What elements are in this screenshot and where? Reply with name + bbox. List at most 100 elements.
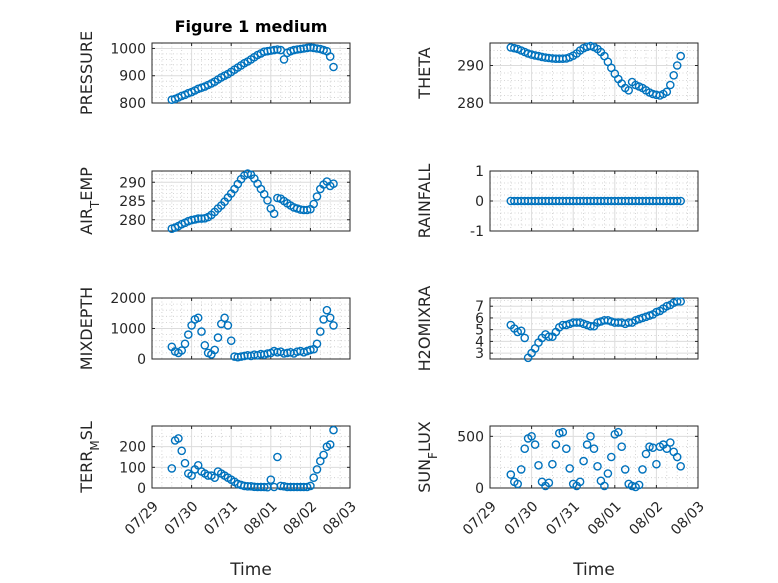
data-point bbox=[329, 62, 338, 72]
y-tick-label: 1000 bbox=[110, 322, 146, 338]
data-point bbox=[306, 345, 315, 355]
axes-mixdepth: 0 1000 2000 MIXDEPTH bbox=[77, 287, 351, 370]
series-rainfall bbox=[506, 196, 686, 206]
axes-pressure: 800 900 1000 PRESSURE Figure 1 medium bbox=[77, 17, 351, 115]
data-point bbox=[672, 196, 682, 206]
data-point bbox=[669, 71, 679, 80]
data-point bbox=[315, 327, 325, 336]
data-point bbox=[273, 45, 282, 54]
y-tick-label: 285 bbox=[119, 194, 146, 210]
data-point bbox=[614, 427, 623, 437]
data-point bbox=[676, 196, 686, 206]
data-point bbox=[183, 330, 193, 339]
data-point bbox=[620, 465, 630, 474]
data-point bbox=[582, 440, 592, 449]
data-point bbox=[666, 80, 675, 90]
series-h2omixra bbox=[506, 297, 686, 363]
axes-rainfall: -1 0 1 RAINFALL bbox=[415, 164, 699, 240]
data-point bbox=[672, 297, 682, 306]
data-point bbox=[177, 346, 186, 355]
y-tick-label: 0 bbox=[475, 194, 484, 210]
y-tick-label: 200 bbox=[119, 440, 146, 456]
data-point bbox=[309, 199, 319, 209]
data-point bbox=[555, 428, 564, 438]
data-point bbox=[506, 470, 516, 479]
series-mixdepth bbox=[167, 305, 338, 362]
data-point bbox=[516, 326, 526, 336]
data-point bbox=[269, 209, 279, 218]
data-point bbox=[325, 52, 335, 61]
data-point bbox=[551, 440, 561, 449]
data-point bbox=[302, 205, 312, 215]
data-point bbox=[197, 327, 206, 336]
data-point bbox=[662, 444, 672, 454]
data-point bbox=[513, 479, 523, 489]
data-point bbox=[527, 431, 536, 441]
data-point bbox=[167, 464, 177, 473]
data-point bbox=[641, 449, 651, 459]
series-theta bbox=[506, 41, 686, 100]
y-tick-label: 900 bbox=[119, 69, 146, 85]
data-point bbox=[325, 440, 335, 449]
data-point bbox=[534, 460, 543, 470]
data-point bbox=[586, 321, 595, 331]
data-point bbox=[530, 440, 540, 449]
data-point bbox=[226, 336, 236, 346]
data-point bbox=[672, 452, 682, 462]
data-point bbox=[329, 425, 338, 435]
data-point bbox=[329, 179, 338, 188]
data-point bbox=[273, 452, 282, 462]
data-point bbox=[662, 87, 672, 97]
data-point bbox=[676, 297, 686, 306]
y-tick-label: 290 bbox=[119, 175, 146, 191]
series-terr_msl bbox=[167, 425, 338, 492]
data-point bbox=[589, 444, 599, 454]
series-sun_flux bbox=[506, 427, 686, 492]
data-point bbox=[329, 321, 338, 330]
y-tick-label: 7 bbox=[475, 299, 484, 315]
series-air_temp bbox=[167, 169, 338, 233]
data-point bbox=[624, 86, 634, 95]
data-point bbox=[600, 481, 609, 491]
data-point bbox=[638, 465, 647, 474]
data-point bbox=[652, 459, 661, 469]
data-point bbox=[200, 340, 210, 350]
y-tick-label: 0 bbox=[137, 352, 146, 368]
data-point bbox=[607, 452, 616, 462]
data-point bbox=[562, 444, 571, 454]
y-axis-label: RAINFALL bbox=[415, 164, 434, 239]
data-point bbox=[634, 480, 644, 490]
y-tick-label: 1000 bbox=[110, 41, 146, 57]
y-axis-label: TERRMSL bbox=[77, 421, 102, 494]
y-tick-label: 6 bbox=[475, 311, 484, 327]
series-pressure bbox=[167, 43, 338, 104]
data-point bbox=[279, 55, 289, 64]
data-point bbox=[516, 465, 526, 474]
y-axis-label: H2OMIXRA bbox=[415, 286, 434, 372]
y-axis-label: PRESSURE bbox=[77, 31, 96, 115]
data-point bbox=[565, 464, 575, 473]
data-point bbox=[322, 305, 332, 315]
data-point bbox=[174, 434, 183, 443]
data-point bbox=[319, 450, 328, 460]
axes-air_temp: 280 285 290 AIRTEMP bbox=[77, 167, 351, 235]
y-tick-label: 1 bbox=[475, 164, 484, 180]
y-axis-label: MIXDEPTH bbox=[77, 287, 96, 370]
data-point bbox=[520, 333, 530, 343]
axes-frame bbox=[489, 297, 699, 360]
data-point bbox=[586, 41, 595, 51]
data-point bbox=[676, 51, 686, 61]
y-axis-label: AIRTEMP bbox=[77, 167, 102, 235]
axes-theta: 280 290 THETA bbox=[415, 41, 699, 112]
y-tick-label: 290 bbox=[457, 59, 484, 75]
data-point bbox=[666, 438, 675, 447]
data-point bbox=[180, 339, 190, 349]
y-tick-label: 0 bbox=[137, 481, 146, 497]
data-point bbox=[544, 478, 554, 488]
y-tick-label: 2000 bbox=[110, 291, 146, 307]
x-axis-label: Time bbox=[229, 560, 272, 580]
data-point bbox=[266, 475, 276, 485]
data-point bbox=[220, 313, 229, 323]
